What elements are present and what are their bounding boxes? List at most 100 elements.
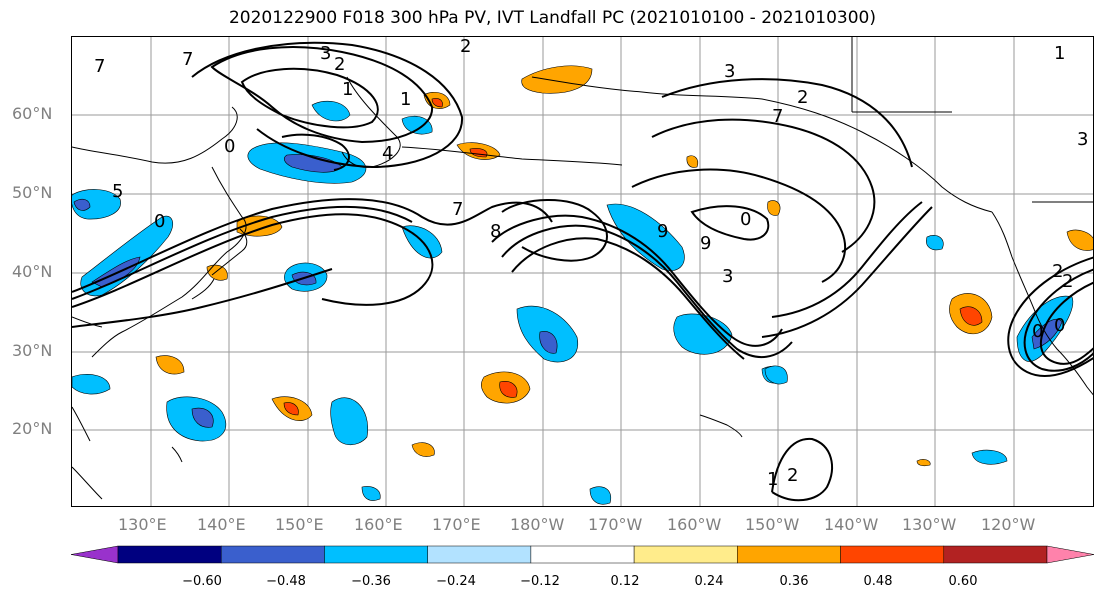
pv-neg-north-cyan-2 xyxy=(401,115,433,135)
contour-label: 0 xyxy=(1032,321,1043,342)
coastline-asia xyxy=(72,106,247,358)
lon-label-150e: 150°E xyxy=(275,515,324,534)
lon-label-160e: 160°E xyxy=(354,515,403,534)
pv-neg-cyan-small-7 xyxy=(361,486,381,501)
colorbar-label: 0.12 xyxy=(610,574,640,589)
coastline-japan xyxy=(191,228,248,300)
pv-neg-cyan-small-2 xyxy=(673,313,733,355)
pv-pos-small-5 xyxy=(916,459,931,467)
colorbar-cell xyxy=(117,545,222,564)
lon-label-140e: 140°E xyxy=(197,515,246,534)
contour-label: 3 xyxy=(722,266,733,287)
coastline-islands-west xyxy=(72,446,183,500)
coastline-canada-border xyxy=(851,37,1093,203)
pv-neg-cyan-small-10 xyxy=(764,365,788,385)
contour-label: 9 xyxy=(700,233,711,254)
pv-neg-cyan-small-8 xyxy=(589,486,612,505)
coastline-hawaii xyxy=(699,414,743,438)
contour-label: 2 xyxy=(334,54,345,75)
contour-label: 5 xyxy=(112,181,123,202)
colorbar-cell xyxy=(943,545,1048,564)
lat-label-60n: 60°N xyxy=(12,104,53,123)
colorbar-label: 0.36 xyxy=(779,574,809,589)
pv-pos-north-2-core xyxy=(431,98,443,108)
pv-pos-west-coast-core xyxy=(959,306,983,326)
lon-label-130e: 130°E xyxy=(118,515,167,534)
contour-label: 2 xyxy=(460,37,471,57)
pv-pos-small-2 xyxy=(767,200,781,216)
lat-label-40n: 40°N xyxy=(12,262,53,281)
contour-label: 8 xyxy=(490,221,501,242)
pv-contours xyxy=(72,41,1093,502)
colorbar-cell xyxy=(530,545,635,564)
lon-label-130w: 130°W xyxy=(902,515,957,534)
pv-neg-cyan-small-5 xyxy=(72,374,111,395)
coastline-alaska xyxy=(531,76,993,213)
contour-label: 2 xyxy=(1062,271,1073,292)
contour-label-group: 3 2 7 1 1 2 4 0 5 0 7 8 9 0 9 7 3 2 3 1 … xyxy=(94,37,1088,490)
pv-neg-north-cyan-1 xyxy=(311,100,351,122)
colorbar-cell xyxy=(427,545,532,564)
coastlines xyxy=(72,37,1093,500)
contour-label: 1 xyxy=(767,469,778,490)
colorbar-label: −0.12 xyxy=(520,574,560,589)
contour-label: 0 xyxy=(224,136,235,157)
contour-label: 2 xyxy=(797,87,808,108)
contour-label: 1 xyxy=(400,89,411,110)
pv-neg-west-edge xyxy=(72,189,121,220)
lon-label-140w: 140°W xyxy=(824,515,879,534)
pv-neg-cyan-small-6 xyxy=(330,397,369,445)
contour-label: 9 xyxy=(657,221,668,242)
pv-pos-20n-1-core xyxy=(283,402,299,416)
contour-label: 2 xyxy=(1052,261,1063,282)
pv-pos-small-1 xyxy=(206,264,228,281)
colorbar-cell xyxy=(324,545,428,564)
lat-label-20n: 20°N xyxy=(12,419,53,438)
colorbar-label: −0.48 xyxy=(266,574,306,589)
colorbar-cell xyxy=(220,545,325,564)
pv-pos-east-edge xyxy=(1066,229,1093,251)
lon-label-150w: 150°W xyxy=(745,515,800,534)
lat-label-50n: 50°N xyxy=(12,183,53,202)
pv-pos-hawaii-n xyxy=(686,155,699,168)
contour-label: 0 xyxy=(1054,315,1065,336)
colorbar-label: 0.60 xyxy=(948,574,978,589)
contour-label: 7 xyxy=(452,199,463,220)
pv-pos-north-1 xyxy=(521,65,593,94)
contour-label: 2 xyxy=(787,465,798,486)
contour-label: 4 xyxy=(382,143,393,164)
lat-label-30n: 30°N xyxy=(12,341,53,360)
contour-label: 1 xyxy=(342,79,353,100)
coastline-kamchatka xyxy=(341,76,401,168)
map-panel: 3 2 7 1 1 2 4 0 5 0 7 8 9 0 9 7 3 2 3 1 … xyxy=(71,36,1094,507)
pv-neg-cyan-small-4 xyxy=(926,235,944,251)
lon-label-170e: 170°E xyxy=(432,515,481,534)
pv-neg-cyan-small-9 xyxy=(971,449,1008,465)
coastline-na-west xyxy=(991,211,1093,396)
contour-label: 7 xyxy=(182,49,193,70)
colorbar-label: 0.48 xyxy=(863,574,893,589)
lon-label-170w: 170°W xyxy=(588,515,643,534)
map-canvas: 3 2 7 1 1 2 4 0 5 0 7 8 9 0 9 7 3 2 3 1 … xyxy=(72,37,1093,506)
colorbar-cell xyxy=(737,545,841,564)
colorbar-label: −0.36 xyxy=(351,574,391,589)
contour-label: 0 xyxy=(740,209,751,230)
contour-label: 0 xyxy=(154,211,165,232)
colorbar-extend-high xyxy=(1046,545,1095,564)
contour-label: 3 xyxy=(1077,129,1088,150)
pv-anomaly-fills xyxy=(72,65,1093,505)
colorbar-label: −0.24 xyxy=(436,574,476,589)
coastline-aleutians xyxy=(401,146,623,166)
lon-label-120w: 120°W xyxy=(981,515,1036,534)
contour-label: 3 xyxy=(724,61,735,82)
colorbar-cell xyxy=(633,545,738,564)
pv-neg-dateline-core xyxy=(539,331,558,354)
colorbar-label: 0.24 xyxy=(694,574,724,589)
pv-neg-kamchatka-core xyxy=(283,154,343,173)
pv-pos-25n-center-core xyxy=(499,381,518,398)
colorbar xyxy=(70,545,1095,564)
graticule xyxy=(72,37,1093,506)
contour-label: 3 xyxy=(320,43,331,64)
contour-label: 7 xyxy=(772,106,783,127)
colorbar-cell xyxy=(840,545,945,564)
